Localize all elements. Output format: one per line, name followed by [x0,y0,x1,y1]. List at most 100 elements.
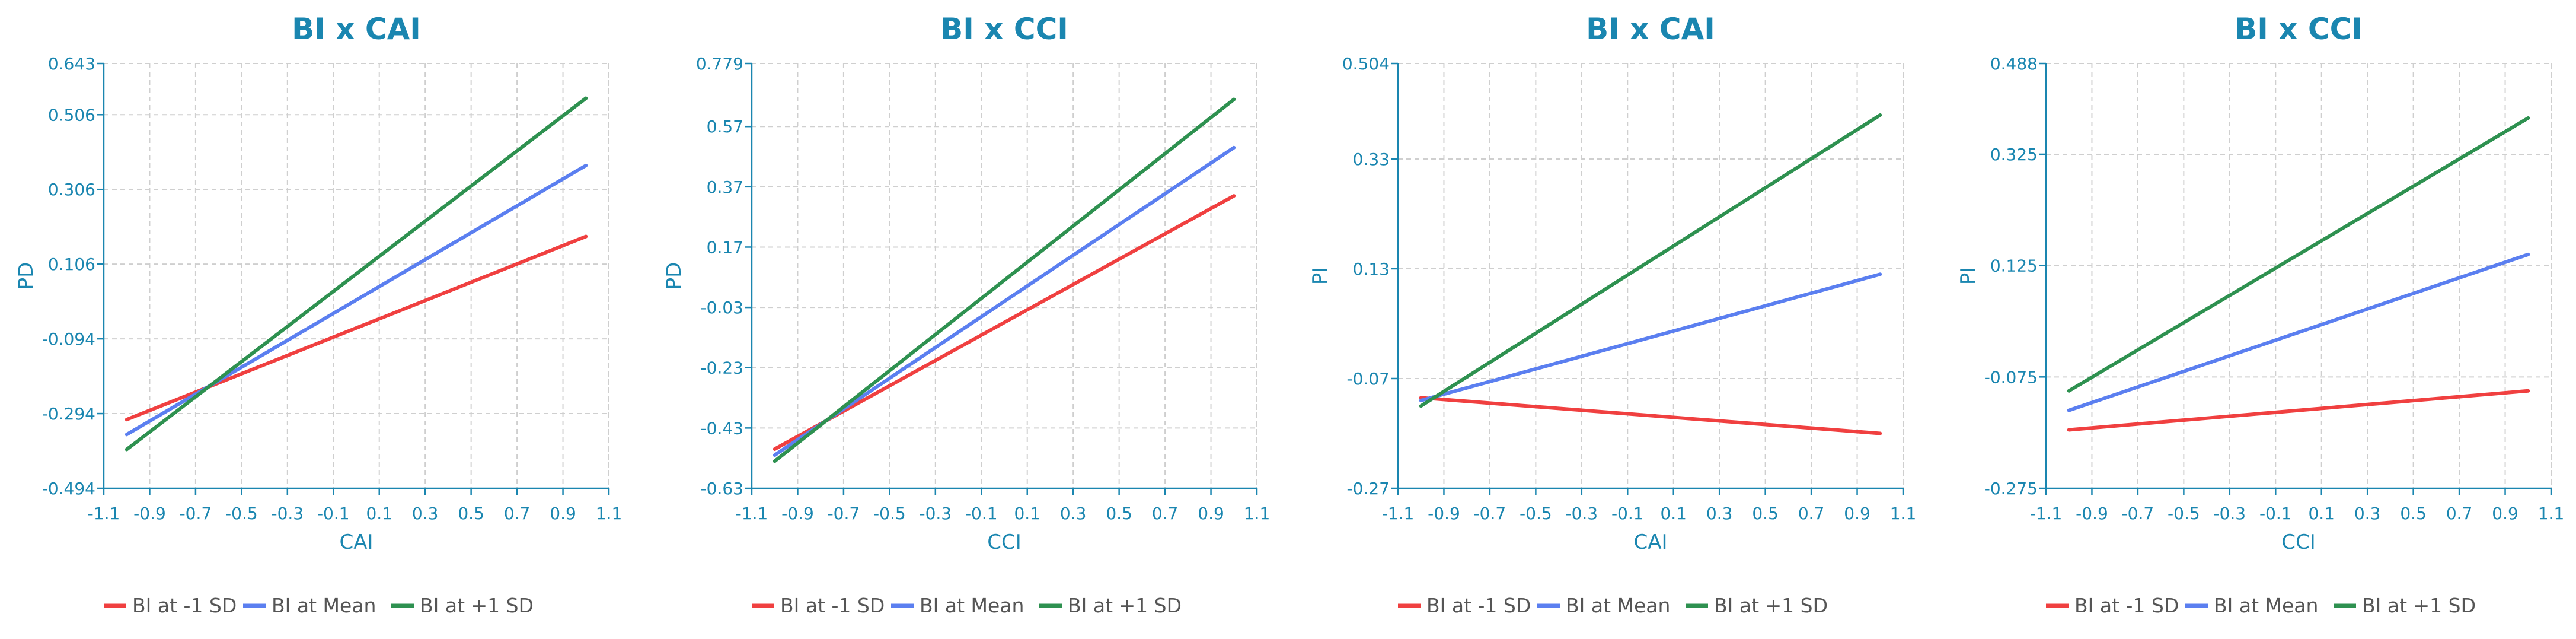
x-tick-label: 0.3 [1060,504,1087,523]
y-axis-title: PD [14,262,38,290]
chart-title: BI x CAI [1586,12,1715,46]
y-tick-label: 0.57 [707,117,743,136]
x-tick-label: 0.5 [1106,504,1132,523]
y-tick-label: -0.43 [701,418,743,438]
x-tick-label: 0.5 [458,504,484,523]
chart-panel-1: BI x CAI -1.1 -0.9 -0.7 -0.5 -0.3 -0.1 0.1 0.3 0.… [14,12,622,617]
series-line-bi-at-1-sd [1419,396,1882,435]
y-tick-label: -0.075 [1984,367,2038,387]
y-axis-title: PD [662,262,686,290]
x-tick-label: -0.7 [180,504,212,523]
x-tick-label: -0.7 [1474,504,1506,523]
y-tick-label: 0.488 [1990,54,2038,74]
x-tick-label: 0.5 [1752,504,1779,523]
x-tick-label: -0.5 [225,504,258,523]
y-tick-label: 0.33 [1353,150,1390,169]
plot-frame [751,63,1257,489]
y-tick-label: -0.275 [1984,479,2038,498]
y-tick-label: 0.125 [1990,256,2038,276]
series-line-bi-at-1-sd [2067,389,2530,432]
series-line-bi-at-1-sd [1419,113,1882,408]
legend-label: BI at +1 SD [2362,594,2476,617]
y-tick-label: 0.325 [1990,145,2038,164]
x-tick-label: 0.7 [2446,504,2473,523]
series-line-bi-at-1-sd [773,194,1236,451]
y-tick-label: -0.23 [701,358,743,378]
x-tick-label: 0.7 [1798,504,1825,523]
y-tick-label: -0.494 [42,479,95,498]
x-tick-label: 0.7 [504,504,531,523]
x-tick-label: -0.9 [1428,504,1460,523]
x-tick-label: -1.1 [1382,504,1415,523]
x-tick-label: 0.9 [2492,504,2518,523]
x-tick-label: -0.7 [2122,504,2154,523]
y-tick-label: -0.63 [701,479,743,498]
chart-title: BI x CAI [292,12,421,46]
chart-panel-2: BI x CCI -1.1 -0.9 -0.7 -0.5 -0.3 -0.1 0.1 0.3 0.… [662,12,1270,617]
y-tick-label: 0.306 [48,180,95,199]
plot-frame [1397,63,1904,489]
x-tick-label: 0.9 [1198,504,1224,523]
y-tick-label: 0.17 [707,237,743,257]
legend-label: BI at -1 SD [132,594,237,617]
legend-label: BI at +1 SD [420,594,534,617]
x-tick-label: -0.1 [1611,504,1644,523]
x-tick-label: -0.5 [1520,504,1552,523]
x-tick-label: -0.5 [873,504,906,523]
x-tick-label: -0.1 [317,504,350,523]
x-axis-title: CCI [987,530,1022,554]
legend-label: BI at Mean [272,594,376,617]
x-tick-label: 0.9 [550,504,576,523]
y-tick-label: 0.779 [696,54,743,74]
x-tick-label: -1.1 [88,504,120,523]
x-tick-label: 0.1 [366,504,392,523]
x-axis-title: CAI [1633,530,1667,554]
x-axis-title: CAI [339,530,373,554]
series-line-bi-at-mean [2067,252,2530,412]
x-tick-label: -0.3 [271,504,304,523]
x-tick-label: 0.5 [2400,504,2427,523]
x-tick-label: -0.9 [781,504,814,523]
x-tick-label: 1.1 [1244,504,1271,523]
x-tick-label: -1.1 [736,504,768,523]
y-tick-label: 0.506 [48,105,95,125]
series-line-bi-at-mean [773,145,1236,457]
x-tick-label: -0.3 [919,504,952,523]
x-tick-label: -0.5 [2168,504,2200,523]
x-tick-label: -1.1 [2030,504,2063,523]
legend-label: BI at Mean [1566,594,1670,617]
x-tick-label: -0.1 [965,504,998,523]
x-tick-label: -0.7 [828,504,860,523]
x-tick-label: -0.1 [2259,504,2292,523]
legend-label: BI at -1 SD [2074,594,2179,617]
y-tick-label: -0.27 [1347,479,1390,498]
x-tick-label: -0.3 [1565,504,1598,523]
x-tick-label: 0.3 [1706,504,1733,523]
series-line-bi-at-1-sd [125,96,588,452]
chart-title: BI x CCI [940,12,1068,46]
legend-label: BI at -1 SD [1426,594,1531,617]
x-tick-label: 0.1 [1660,504,1687,523]
series-line-bi-at-1-sd [2067,116,2530,393]
y-axis-title: PI [1956,267,1980,285]
x-tick-label: 1.1 [596,504,623,523]
y-tick-label: 0.37 [707,177,743,197]
legend-label: BI at -1 SD [780,594,885,617]
legend-label: BI at +1 SD [1068,594,1182,617]
x-tick-label: 1.1 [1890,504,1917,523]
y-tick-label: 0.106 [48,255,95,274]
chart-panel-4: BI x CCI -1.1 -0.9 -0.7 -0.5 -0.3 -0.1 0.1 0.3 0.… [1956,12,2564,617]
x-tick-label: -0.3 [2213,504,2246,523]
x-tick-label: 0.3 [2354,504,2381,523]
y-axis-title: PI [1308,267,1332,285]
chart-title: BI x CCI [2235,12,2363,46]
y-tick-label: -0.094 [42,329,95,349]
x-tick-label: 0.7 [1152,504,1179,523]
y-tick-label: 0.504 [1342,54,1390,74]
x-tick-label: -0.9 [2076,504,2108,523]
series-line-bi-at-1-sd [773,97,1236,463]
y-tick-label: -0.07 [1347,369,1390,389]
x-tick-label: 0.1 [2308,504,2335,523]
legend-label: BI at +1 SD [1714,594,1828,617]
